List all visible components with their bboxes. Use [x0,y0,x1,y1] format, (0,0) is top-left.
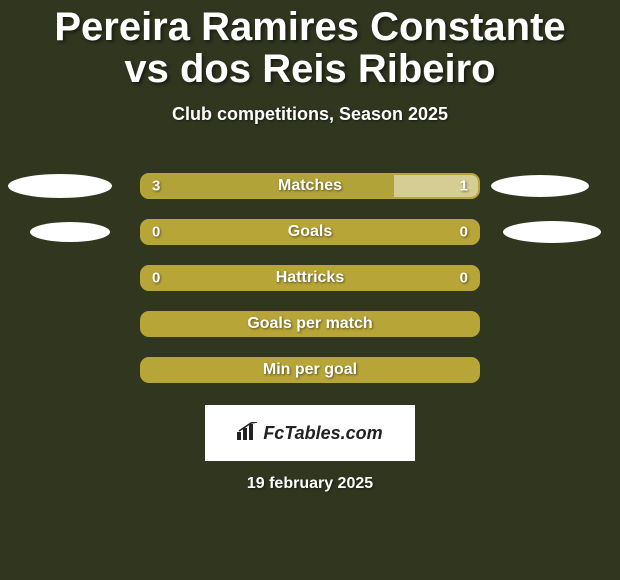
player-right-marker [503,221,601,243]
stat-label: Goals per match [142,315,478,333]
stat-value-left: 0 [152,270,160,287]
comparison-title: Pereira Ramires Constante vs dos Reis Ri… [0,0,620,90]
stat-value-left: 0 [152,224,160,241]
stat-bar-track: 3 Matches 1 [140,173,480,199]
comparison-subtitle: Club competitions, Season 2025 [0,104,620,125]
fctables-logo: FcTables.com [205,405,415,461]
stat-label: Min per goal [142,361,478,379]
stat-bar-track: Goals per match [140,311,480,337]
stat-row: Min per goal [0,347,620,393]
stat-bar-track: 0 Hattricks 0 [140,265,480,291]
footer-date: 19 february 2025 [0,475,620,493]
stat-value-right: 0 [460,270,468,287]
player-left-marker [8,174,112,198]
player-left-marker [30,222,110,242]
stat-label: Hattricks [142,269,478,287]
stat-bar-fill-left [142,175,394,197]
bar-chart-icon [237,422,259,445]
stat-bar-track: 0 Goals 0 [140,219,480,245]
stat-bar-fill-right [394,175,478,197]
stat-row: 0 Hattricks 0 [0,255,620,301]
stat-label: Goals [142,223,478,241]
stat-row: Goals per match [0,301,620,347]
logo-text: FcTables.com [263,423,382,444]
stat-bar-track: Min per goal [140,357,480,383]
player-right-marker [491,175,589,197]
stat-value-right: 0 [460,224,468,241]
stat-row: 0 Goals 0 [0,209,620,255]
stat-row: 3 Matches 1 [0,163,620,209]
stats-container: 3 Matches 1 0 Goals 0 0 Hattricks 0 [0,163,620,393]
